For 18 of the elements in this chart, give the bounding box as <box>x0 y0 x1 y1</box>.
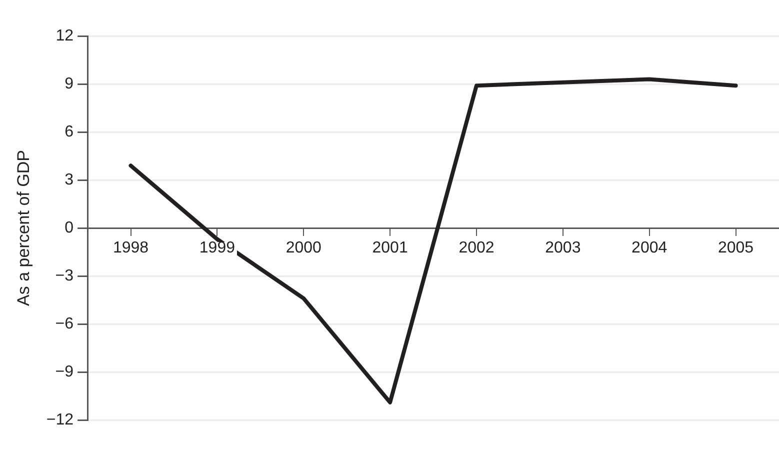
x-tick-label: 2003 <box>545 239 581 256</box>
y-axis-title: As a percent of GDP <box>14 150 33 306</box>
x-tick-label: 1998 <box>112 239 149 256</box>
y-tick-label: −9 <box>55 363 74 380</box>
y-tick-label: 3 <box>64 171 74 188</box>
x-tick-label: 2000 <box>286 239 322 256</box>
x-tick-label: 2005 <box>718 239 754 256</box>
y-tick-label: −3 <box>55 267 74 284</box>
y-tick-label: 9 <box>64 75 74 92</box>
y-tick-label: 6 <box>64 123 74 140</box>
x-tick-label: 2001 <box>372 239 408 256</box>
y-tick-label: −12 <box>46 411 74 428</box>
x-tick-label: 1999 <box>199 239 236 256</box>
x-tick-label: 2002 <box>458 239 494 256</box>
y-tick-label: −6 <box>55 315 74 332</box>
y-tick-label: 0 <box>64 219 74 236</box>
y-tick-label: 12 <box>56 27 74 44</box>
x-tick-label: 2004 <box>632 239 668 256</box>
